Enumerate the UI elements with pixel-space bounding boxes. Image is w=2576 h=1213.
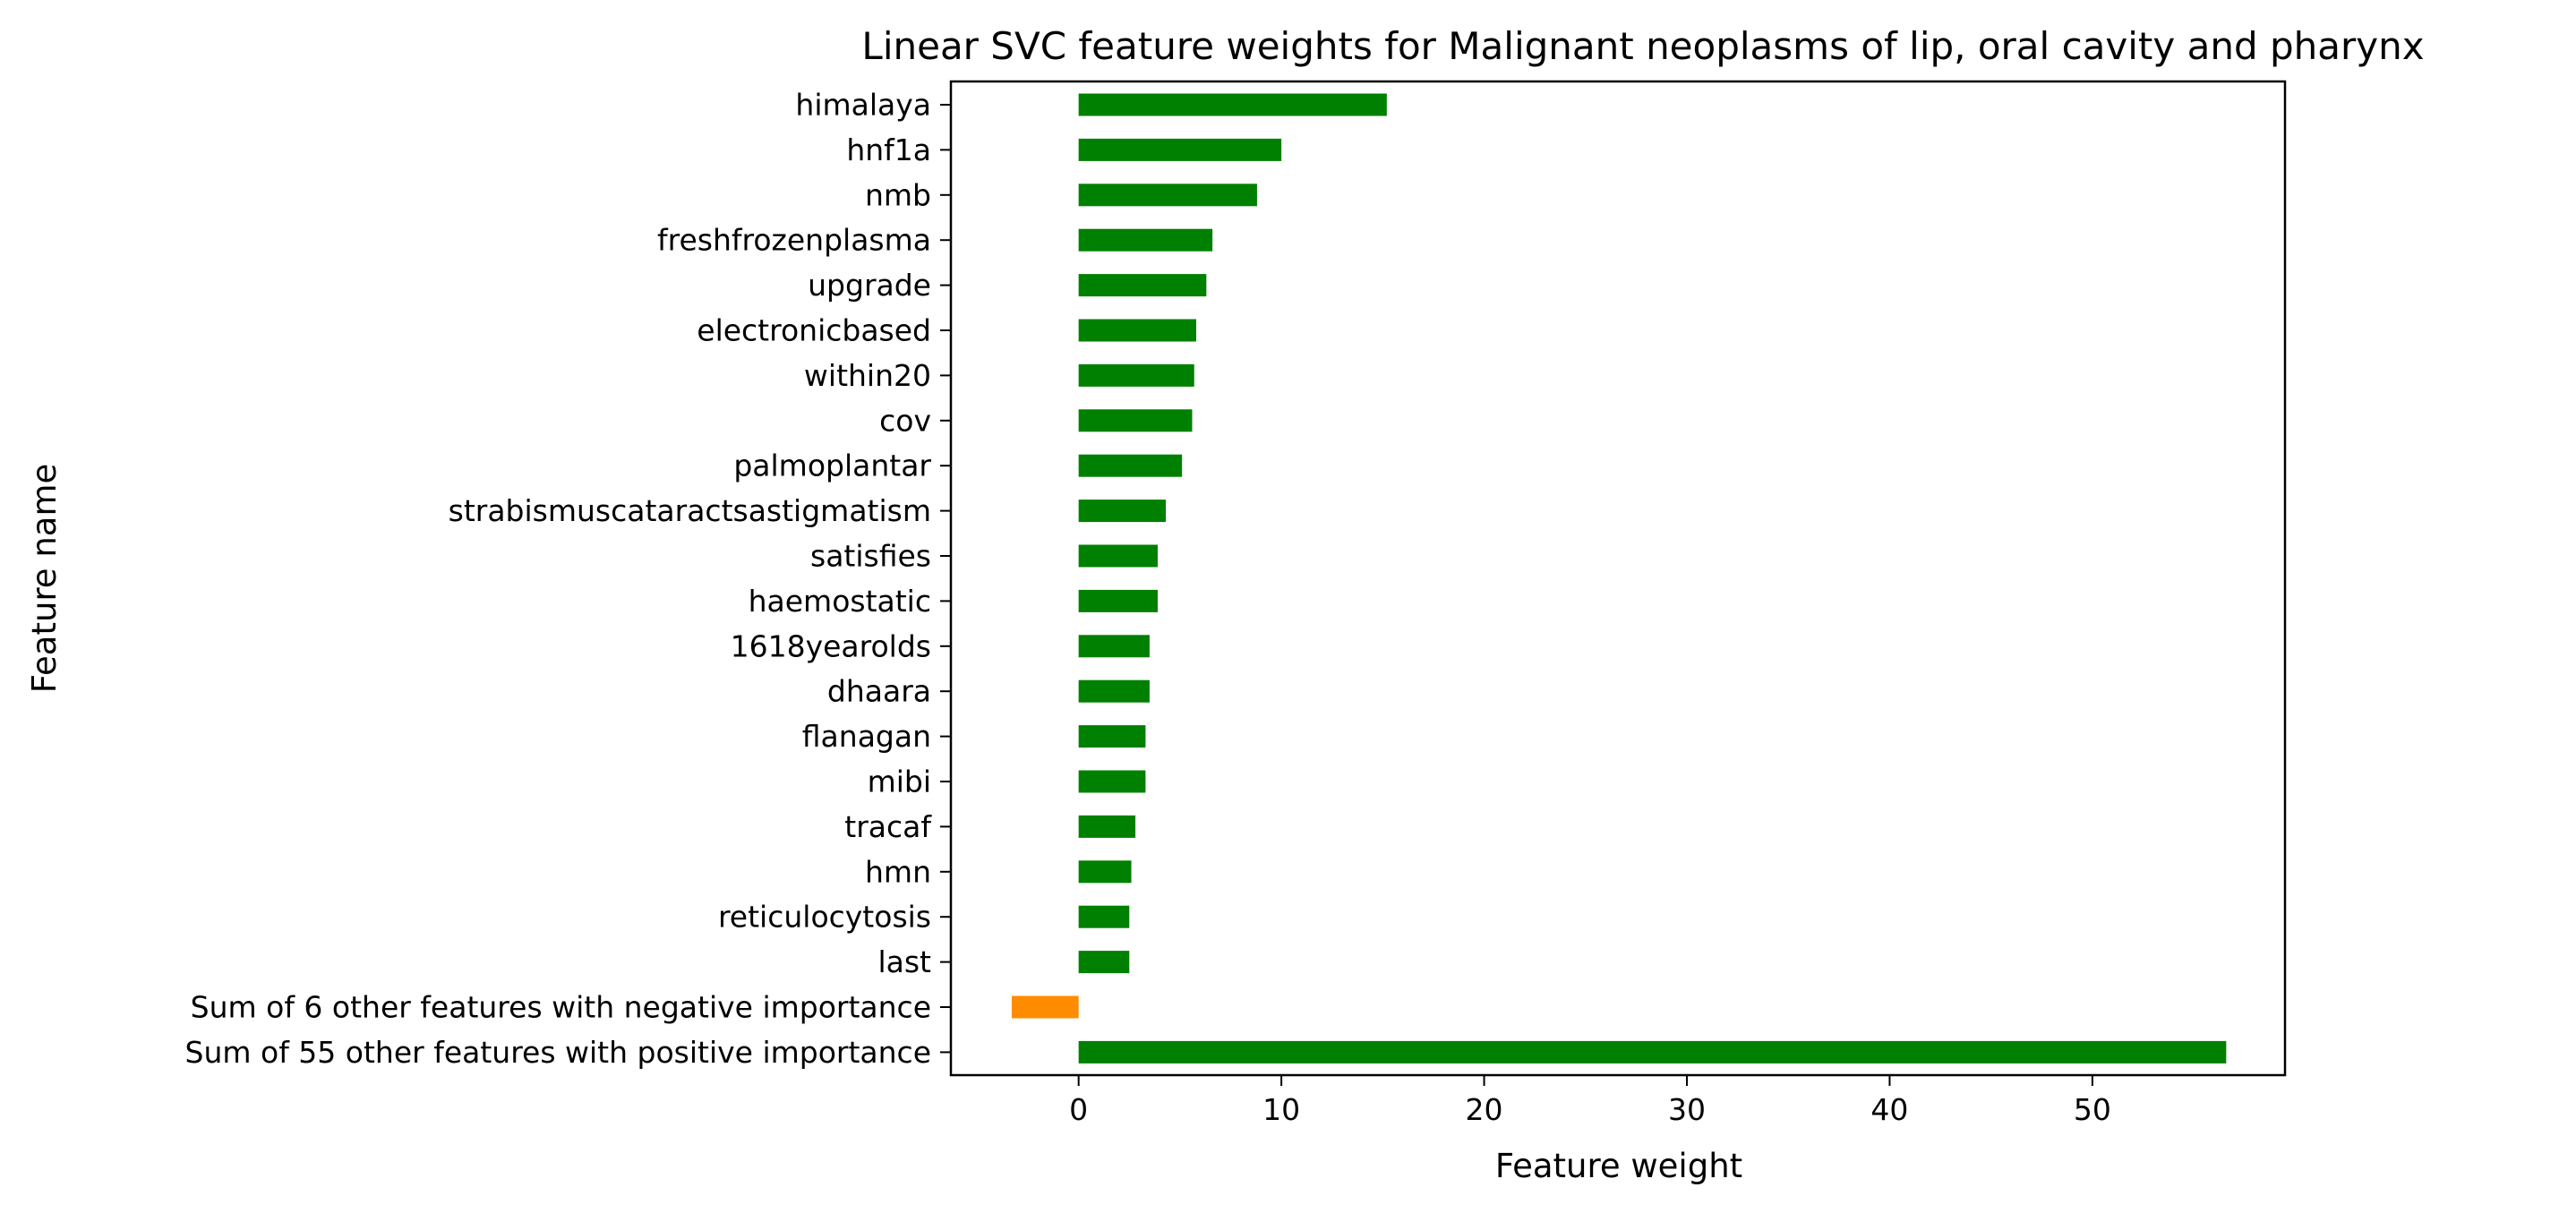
plot-frame [949, 80, 2287, 1077]
y-tick-label-0: himalaya [795, 88, 931, 123]
y-tick-label-21: Sum of 55 other features with positive i… [185, 1035, 931, 1070]
bar-4 [1078, 274, 1207, 297]
y-tick-label-6: within20 [804, 358, 931, 393]
bar-1 [1078, 138, 1282, 161]
x-tick-label-2: 20 [1466, 1092, 1503, 1127]
ticks-layer: himalaya hnf1a nmb freshfrozenplasma upgrade… [185, 88, 2111, 1128]
bar-11 [1078, 589, 1158, 612]
y-tick-label-8: palmoplantar [733, 448, 931, 483]
y-tick-label-14: flanagan [802, 719, 931, 754]
y-tick-label-12: 1618yearolds [731, 628, 931, 663]
bar-15 [1078, 770, 1146, 793]
bar-0 [1078, 93, 1387, 116]
bar-19 [1078, 951, 1130, 974]
bar-6 [1078, 363, 1194, 387]
bar-13 [1078, 679, 1150, 703]
y-tick-label-17: hmn [865, 854, 931, 889]
x-tick-label-1: 10 [1262, 1092, 1300, 1127]
bar-20 [1011, 995, 1079, 1019]
y-tick-label-20: Sum of 6 other features with negative im… [191, 990, 931, 1025]
y-tick-label-3: freshfrozenplasma [657, 223, 931, 258]
y-tick-label-16: tracaf [844, 809, 932, 844]
bar-18 [1078, 905, 1130, 928]
x-tick-label-0: 0 [1069, 1092, 1088, 1127]
y-tick-label-9: strabismuscataractsastigmatism [449, 493, 931, 528]
x-tick-label-3: 30 [1668, 1092, 1706, 1127]
y-tick-label-1: hnf1a [846, 132, 931, 167]
bar-10 [1078, 544, 1158, 568]
y-tick-label-7: cov [879, 403, 931, 438]
y-tick-label-13: dhaara [827, 674, 931, 709]
y-tick-label-19: last [877, 944, 931, 979]
y-tick-label-11: haemostatic [749, 584, 931, 619]
bar-17 [1078, 860, 1132, 884]
y-tick-label-5: electronicbased [697, 313, 931, 348]
bar-2 [1078, 184, 1257, 207]
bar-16 [1078, 815, 1136, 838]
y-tick-label-18: reticulocytosis [718, 900, 931, 935]
bar-9 [1078, 500, 1167, 523]
bar-21 [1078, 1040, 2227, 1064]
y-tick-label-15: mibi [868, 765, 931, 799]
x-tick-label-5: 50 [2074, 1092, 2111, 1127]
chart-title: Linear SVC feature weights for Malignant… [861, 24, 2424, 68]
bar-7 [1078, 409, 1193, 432]
bar-3 [1078, 228, 1213, 252]
y-axis-label: Feature name [25, 464, 64, 694]
bar-8 [1078, 454, 1183, 477]
y-tick-label-4: upgrade [808, 268, 931, 303]
x-axis-label: Feature weight [1495, 1147, 1742, 1185]
bar-14 [1078, 725, 1146, 748]
bar-12 [1078, 635, 1150, 658]
y-tick-label-10: satisfies [810, 539, 931, 574]
x-tick-label-4: 40 [1870, 1092, 1908, 1127]
bar-5 [1078, 319, 1196, 342]
bars-layer [1011, 93, 2227, 1064]
y-tick-label-2: nmb [865, 177, 931, 212]
